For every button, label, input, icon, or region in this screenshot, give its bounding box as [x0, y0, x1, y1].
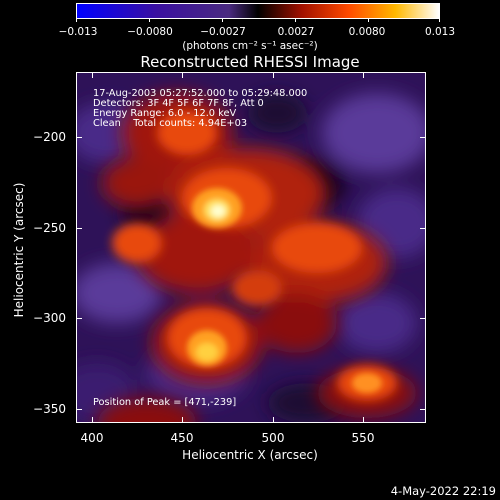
y-tick-label: −250 — [33, 221, 66, 235]
observation-time: 17-Aug-2003 05:27:52.000 to 05:29:48.000 — [93, 88, 308, 99]
timestamp: 4-May-2022 22:19 — [390, 484, 496, 498]
x-axis-label: Heliocentric X (arcsec) — [182, 448, 318, 462]
energy-range: Energy Range: 6.0 - 12.0 keV — [93, 108, 237, 119]
x-tick-label: 450 — [170, 431, 194, 445]
rhessi-image: 17-Aug-2003 05:27:52.000 to 05:29:48.000… — [76, 72, 426, 423]
colorbar-tick-label: −0.013 — [58, 26, 98, 38]
x-tick-label: 500 — [261, 431, 285, 445]
y-tick-label: −300 — [33, 311, 66, 325]
colorbar-tick-label: 0.0080 — [348, 26, 386, 38]
y-tick-label: −200 — [33, 130, 66, 144]
x-tick-label: 550 — [351, 431, 375, 445]
y-tick-label: −350 — [33, 402, 66, 416]
colorbar-tick-label: −0.0080 — [127, 26, 173, 38]
x-tick-label: 400 — [80, 431, 104, 445]
colorbar-tick-label: 0.013 — [424, 26, 456, 38]
colorbar — [76, 3, 440, 19]
intensity-map — [77, 73, 425, 422]
detectors-info: Detectors: 3F 4F 5F 6F 7F 8F, Att 0 — [93, 98, 264, 109]
peak-position: Position of Peak = [471,-239] — [93, 397, 237, 408]
colorbar-tick-label: 0.0027 — [277, 26, 315, 38]
total-counts: Clean Total counts: 4.94E+03 — [93, 118, 248, 129]
image-title: Reconstructed RHESSI Image — [140, 53, 360, 71]
colorbar-units: (photons cm⁻² s⁻¹ asec⁻²) — [182, 40, 318, 52]
colorbar-tick-label: −0.0027 — [200, 26, 246, 38]
y-axis-label: Heliocentric Y (arcsec) — [12, 182, 26, 318]
